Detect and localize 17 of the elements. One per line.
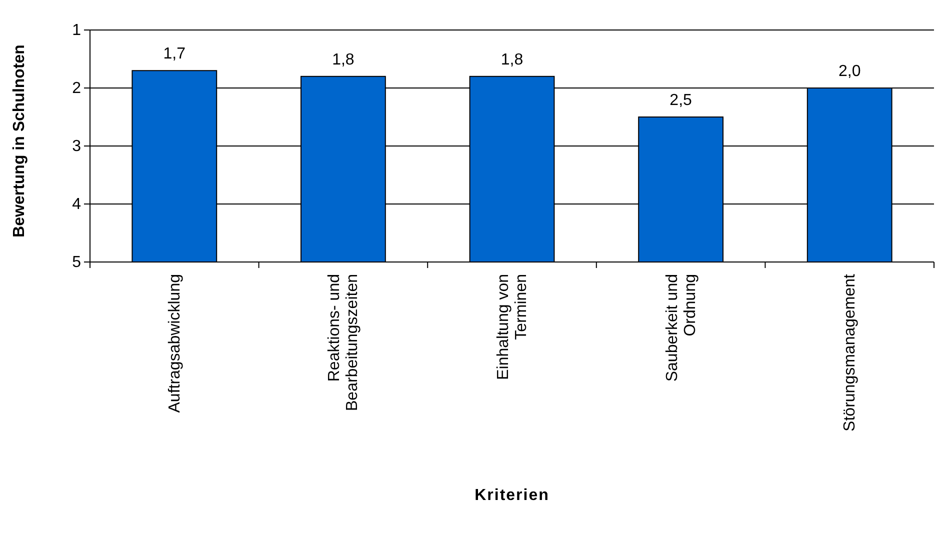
annotation: 1,8 (332, 51, 354, 68)
y-tick-label: 4 (72, 196, 82, 214)
annotation: 1,7 (163, 46, 186, 63)
annotation: 2,5 (670, 92, 692, 109)
y-tick-label: 3 (72, 138, 82, 156)
x-tick-label: Störungsmanagement (842, 273, 859, 432)
x-tick-label: Sauberkeit und Ordnung (664, 274, 699, 382)
x-tick-label: Einhaltung von Terminen (495, 274, 530, 380)
x-tick-label: Auftragsabwicklung (166, 274, 184, 413)
y-tick-label: 5 (72, 254, 82, 272)
x-tick-label: Reaktions- und Bearbeitungszeiten (326, 274, 362, 411)
y-tick-label: 1 (72, 22, 82, 40)
annotation: 1,8 (500, 51, 524, 68)
x-axis-title: Kriterien (474, 487, 550, 504)
y-tick-label: 2 (72, 80, 82, 98)
annotation: 2,0 (838, 63, 861, 80)
y-axis-title: Bewertung in Schulnoten (11, 44, 28, 238)
